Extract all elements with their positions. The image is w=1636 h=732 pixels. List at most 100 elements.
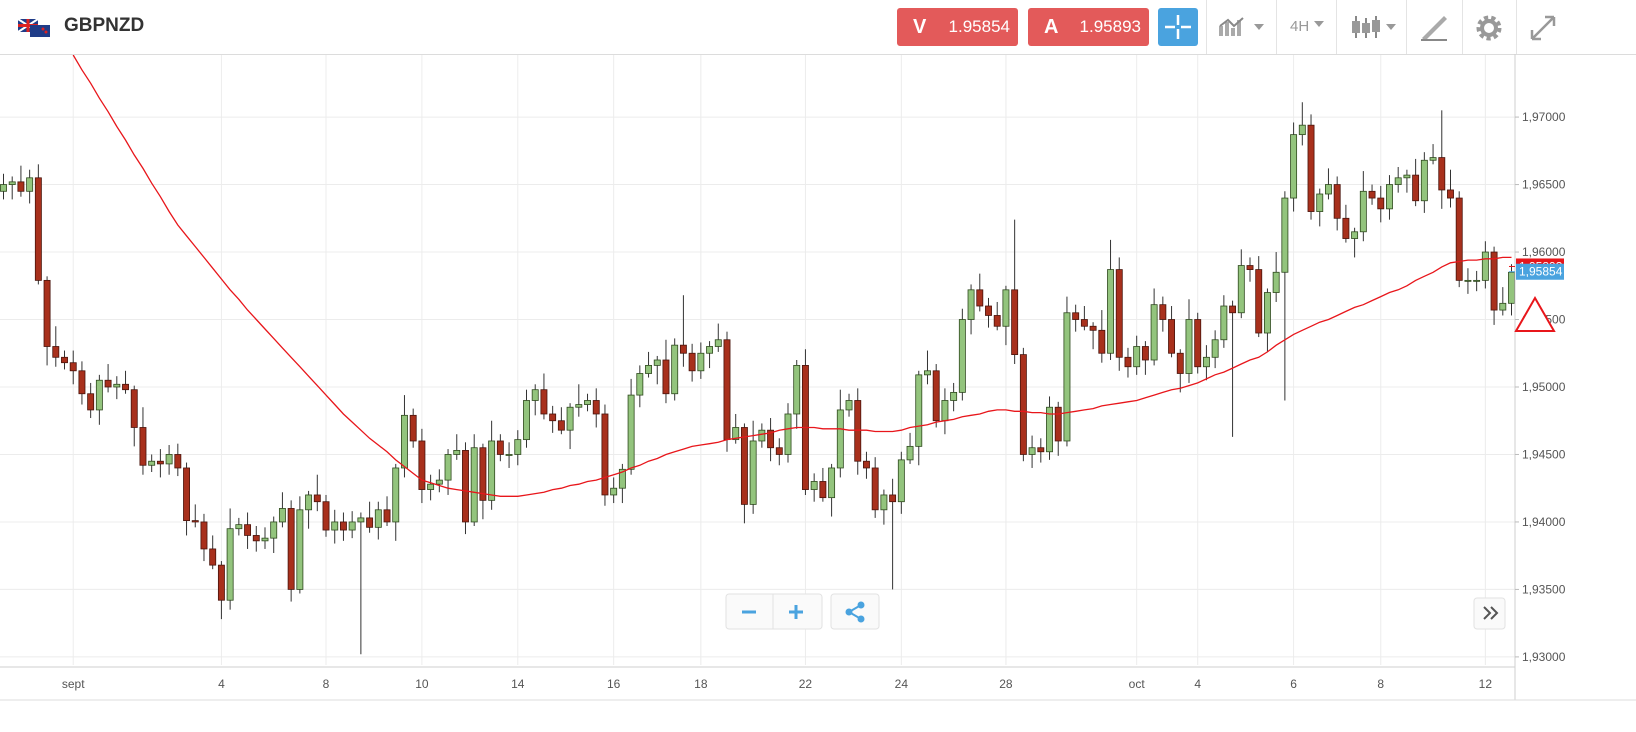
candle-body (1185, 319, 1193, 374)
candle-body (209, 548, 217, 566)
candle-body (1046, 406, 1053, 453)
settings-button[interactable] (1474, 13, 1504, 43)
x-tick-label: 8 (323, 677, 330, 691)
candle-body (1141, 346, 1149, 361)
candle-body (836, 409, 844, 469)
x-tick-label: 10 (415, 677, 429, 691)
candle-body (357, 517, 365, 523)
candle-body (1054, 406, 1062, 442)
candle-body (156, 460, 164, 465)
candle-body (915, 374, 923, 447)
candle-body (566, 406, 574, 431)
crosshair-button[interactable] (1158, 8, 1198, 46)
candle-body (1115, 269, 1123, 358)
candle-body (863, 460, 870, 469)
candle-body (993, 315, 1001, 327)
candle-body (0, 184, 7, 192)
candle-body (1168, 319, 1176, 354)
plot-area (0, 55, 1515, 655)
x-tick-label: 22 (799, 677, 813, 691)
candle-body (183, 467, 190, 521)
candle-body (697, 352, 705, 372)
candle-body (531, 389, 539, 401)
candle-body (200, 521, 208, 550)
candle-body (470, 447, 478, 523)
y-tick-label: 1,96000 (1522, 245, 1566, 259)
candle-body (1011, 289, 1019, 356)
timeframe-button[interactable]: 4H (1290, 18, 1310, 35)
candle-body (331, 521, 339, 531)
zoom-group (725, 593, 823, 630)
candle-body (889, 494, 897, 503)
candle-body (688, 352, 696, 372)
candle-body (1246, 265, 1254, 270)
candle-body (235, 524, 243, 530)
candle-body (252, 535, 260, 542)
candle-body (1290, 134, 1298, 199)
scroll-right-button[interactable] (1473, 597, 1506, 630)
candle-body (679, 344, 687, 354)
candle-body (1176, 352, 1184, 374)
candle-body (1194, 319, 1202, 368)
candle-body (479, 447, 487, 501)
sell-button[interactable]: V 1.95854 (897, 8, 1018, 46)
candle-body (1386, 184, 1393, 210)
x-tick-label: 14 (511, 677, 525, 691)
candle-body (775, 447, 783, 455)
y-tick-label: 1,93500 (1522, 582, 1566, 596)
candle-body (1133, 346, 1141, 368)
zoom-in-button[interactable] (789, 605, 803, 619)
candle-body (1255, 269, 1263, 334)
candle-style-button[interactable] (1350, 12, 1400, 42)
y-tick-label: 1,96500 (1522, 178, 1566, 192)
candle-body (819, 481, 827, 499)
dropdown-arrow (1314, 21, 1324, 27)
candle-body (1359, 190, 1367, 233)
candle-body (122, 383, 129, 391)
candle-body (418, 440, 426, 490)
y-tick-label: 1,97000 (1522, 110, 1566, 124)
candle-body (845, 400, 853, 411)
alert-icon[interactable] (1514, 295, 1556, 332)
candle-body (1263, 292, 1271, 334)
candle-body (348, 521, 356, 531)
candle-body (1124, 356, 1132, 368)
candle-body (174, 454, 182, 469)
candle-body (1490, 251, 1498, 311)
candle-body (523, 400, 530, 441)
chart-type-button[interactable] (1218, 14, 1268, 40)
separator (1516, 0, 1517, 54)
candle-body (1063, 312, 1071, 442)
separator (1336, 0, 1337, 54)
candle-body (427, 483, 435, 490)
candle-body (592, 400, 600, 415)
candle-body (1438, 157, 1446, 191)
separator (1206, 0, 1207, 54)
candle-body (444, 454, 452, 481)
candle-body (217, 564, 225, 601)
y-tick-label: 1,95000 (1522, 380, 1566, 394)
candle-body (1316, 193, 1324, 212)
candle-body (488, 440, 496, 501)
candle-body (130, 389, 138, 428)
y-tick-label: 1,94500 (1522, 447, 1566, 461)
candle-body (1002, 289, 1010, 327)
share-button[interactable] (845, 601, 865, 623)
draw-tool-button[interactable] (1418, 12, 1450, 42)
candle-body (287, 508, 295, 590)
buy-button[interactable]: A 1.95893 (1028, 8, 1149, 46)
candle-body (1072, 312, 1080, 320)
candle-body (69, 362, 77, 372)
fullscreen-button[interactable] (1528, 13, 1558, 43)
candle-body (43, 279, 51, 347)
candle-body (305, 494, 313, 511)
candle-body (1150, 304, 1158, 361)
candle-body (104, 379, 112, 388)
candle-body (1159, 304, 1167, 320)
candle-body (1281, 197, 1289, 273)
candle-body (1481, 251, 1489, 281)
candle-body (1508, 271, 1515, 304)
x-tick-label: sept (62, 677, 85, 691)
candle-body (740, 427, 748, 505)
